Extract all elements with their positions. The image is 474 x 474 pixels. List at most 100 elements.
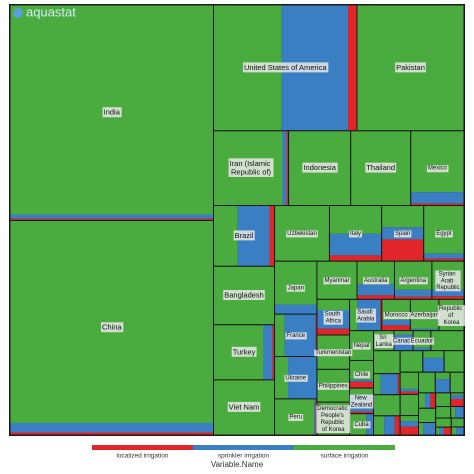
logo-text: aquastat <box>26 4 76 19</box>
segment <box>400 372 419 389</box>
segment <box>435 427 440 435</box>
segment <box>394 261 432 290</box>
country-label: Ecuador <box>411 338 433 344</box>
segment <box>410 203 464 206</box>
country-label: Egypt <box>436 231 452 237</box>
segment <box>394 415 401 435</box>
legend-title: Variable.Name <box>211 460 264 469</box>
country-label: Spain <box>395 231 410 237</box>
label-background <box>426 165 449 173</box>
label-background <box>391 337 416 345</box>
country-tile <box>418 371 436 394</box>
country-tile <box>328 205 383 262</box>
segment <box>269 205 275 267</box>
label-background <box>323 310 343 325</box>
segment <box>380 299 382 331</box>
country-label: Canada <box>393 338 415 344</box>
segment <box>456 426 464 435</box>
segment <box>348 5 357 131</box>
country-tile <box>422 350 445 373</box>
country-label: New Zealand <box>351 395 373 408</box>
segment <box>329 233 382 256</box>
segment <box>349 388 374 395</box>
segment <box>394 296 432 300</box>
segment <box>400 350 423 373</box>
segment <box>357 295 395 300</box>
country-label: Republic of Korea <box>439 306 464 326</box>
segment <box>272 324 275 380</box>
segment <box>357 284 395 296</box>
segment <box>435 406 451 419</box>
legend-label: localized irrigation <box>116 453 168 460</box>
label-background <box>284 374 308 382</box>
segment <box>400 415 419 422</box>
label-background <box>223 290 265 301</box>
segment <box>400 426 419 435</box>
country-label: Saudi Arabia <box>357 309 375 322</box>
country-label: Japan <box>288 285 304 291</box>
country-tile <box>418 407 437 424</box>
country-tile <box>435 426 452 436</box>
segment <box>381 205 424 228</box>
country-tile <box>373 415 401 436</box>
segment <box>450 372 464 393</box>
segment <box>450 395 464 399</box>
country-label: Ukraine <box>285 375 306 381</box>
country-label: Nepal <box>354 343 370 349</box>
country-tile <box>373 373 401 396</box>
segment <box>10 422 214 433</box>
segment <box>263 324 273 380</box>
label-background <box>383 312 410 320</box>
legend-label: surface irrigation <box>320 453 368 460</box>
label-background <box>286 230 318 238</box>
segment <box>274 356 289 399</box>
segment <box>400 421 419 427</box>
segment <box>450 406 456 419</box>
segment <box>10 220 214 423</box>
segment <box>422 357 445 373</box>
segment <box>384 415 395 435</box>
segment <box>418 422 424 435</box>
segment <box>373 350 401 374</box>
segment <box>329 255 382 262</box>
segment <box>373 373 381 395</box>
legend-swatch <box>92 445 193 450</box>
country-label: Bangladesh <box>224 291 264 300</box>
segment <box>418 392 426 409</box>
segment <box>274 304 317 315</box>
country-tile <box>399 350 424 373</box>
country-tile <box>393 260 433 300</box>
country-label: United States of America <box>244 63 327 72</box>
label-background <box>353 371 371 379</box>
label-background <box>349 394 374 409</box>
segment <box>423 205 464 254</box>
country-tile <box>435 417 452 428</box>
segment <box>431 289 464 297</box>
segment <box>418 372 436 393</box>
segment <box>213 205 238 267</box>
country-tile <box>423 205 465 262</box>
segment <box>373 394 401 416</box>
segment <box>423 258 464 262</box>
segment <box>400 394 419 416</box>
country-tile <box>450 406 465 419</box>
label-background <box>302 162 338 173</box>
segment <box>393 330 414 335</box>
country-tile <box>443 350 465 373</box>
segment <box>274 261 317 305</box>
country-label: China <box>102 323 122 332</box>
country-tile <box>450 392 465 408</box>
label-background <box>352 342 371 350</box>
segment <box>451 418 464 427</box>
logo: aquastat <box>13 4 76 19</box>
segment <box>10 432 214 435</box>
segment <box>425 392 431 409</box>
country-tile <box>381 205 425 262</box>
segment <box>451 426 457 435</box>
country-tile <box>430 330 465 352</box>
country-label: Philippines <box>319 383 348 389</box>
country-tile <box>373 394 401 417</box>
label-background <box>288 414 304 422</box>
country-tile <box>274 260 318 315</box>
